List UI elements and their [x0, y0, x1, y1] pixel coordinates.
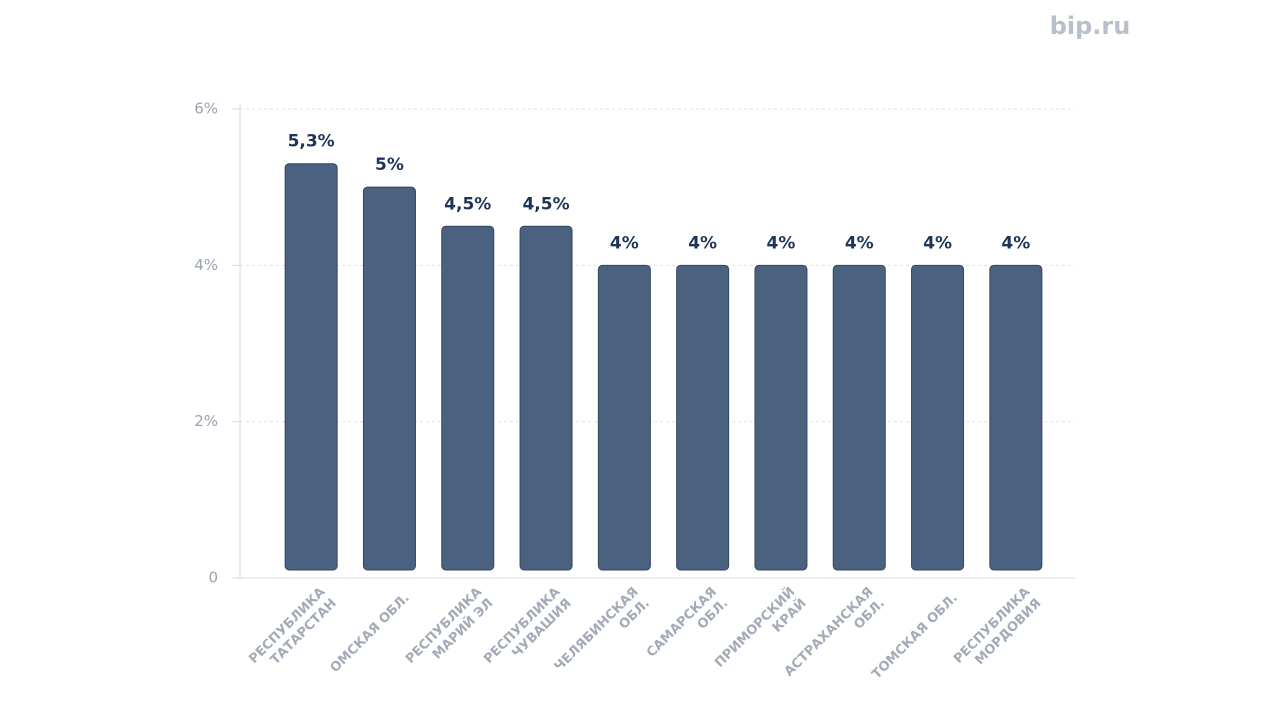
bar	[362, 186, 416, 571]
value-label: 4,5%	[522, 194, 569, 214]
bar	[676, 264, 730, 571]
bar	[284, 163, 338, 571]
bar	[989, 264, 1043, 571]
brand-logo: bip.ru	[1050, 12, 1131, 40]
value-label: 5%	[375, 155, 404, 175]
value-label: 4%	[923, 233, 952, 253]
y-tick-label: 2%	[194, 412, 218, 430]
y-tick-label: 0	[208, 569, 218, 587]
value-label: 4%	[610, 233, 639, 253]
x-tick-label-group: ОМСКАЯ ОБЛ.	[328, 591, 413, 676]
bar	[754, 264, 808, 571]
value-label: 5,3%	[288, 132, 335, 152]
value-label: 4%	[845, 233, 874, 253]
value-label: 4,5%	[444, 194, 491, 214]
y-tick-label: 4%	[194, 256, 218, 274]
value-label: 4%	[1001, 233, 1030, 253]
y-tick-label: 6%	[194, 100, 218, 118]
value-label: 4%	[767, 233, 796, 253]
x-tick-label: ОМСКАЯ ОБЛ.	[328, 591, 413, 676]
bar	[911, 264, 965, 571]
bar	[441, 225, 495, 571]
bar	[832, 264, 886, 571]
bar	[597, 264, 651, 571]
value-label: 4%	[688, 233, 717, 253]
bar	[519, 225, 573, 571]
